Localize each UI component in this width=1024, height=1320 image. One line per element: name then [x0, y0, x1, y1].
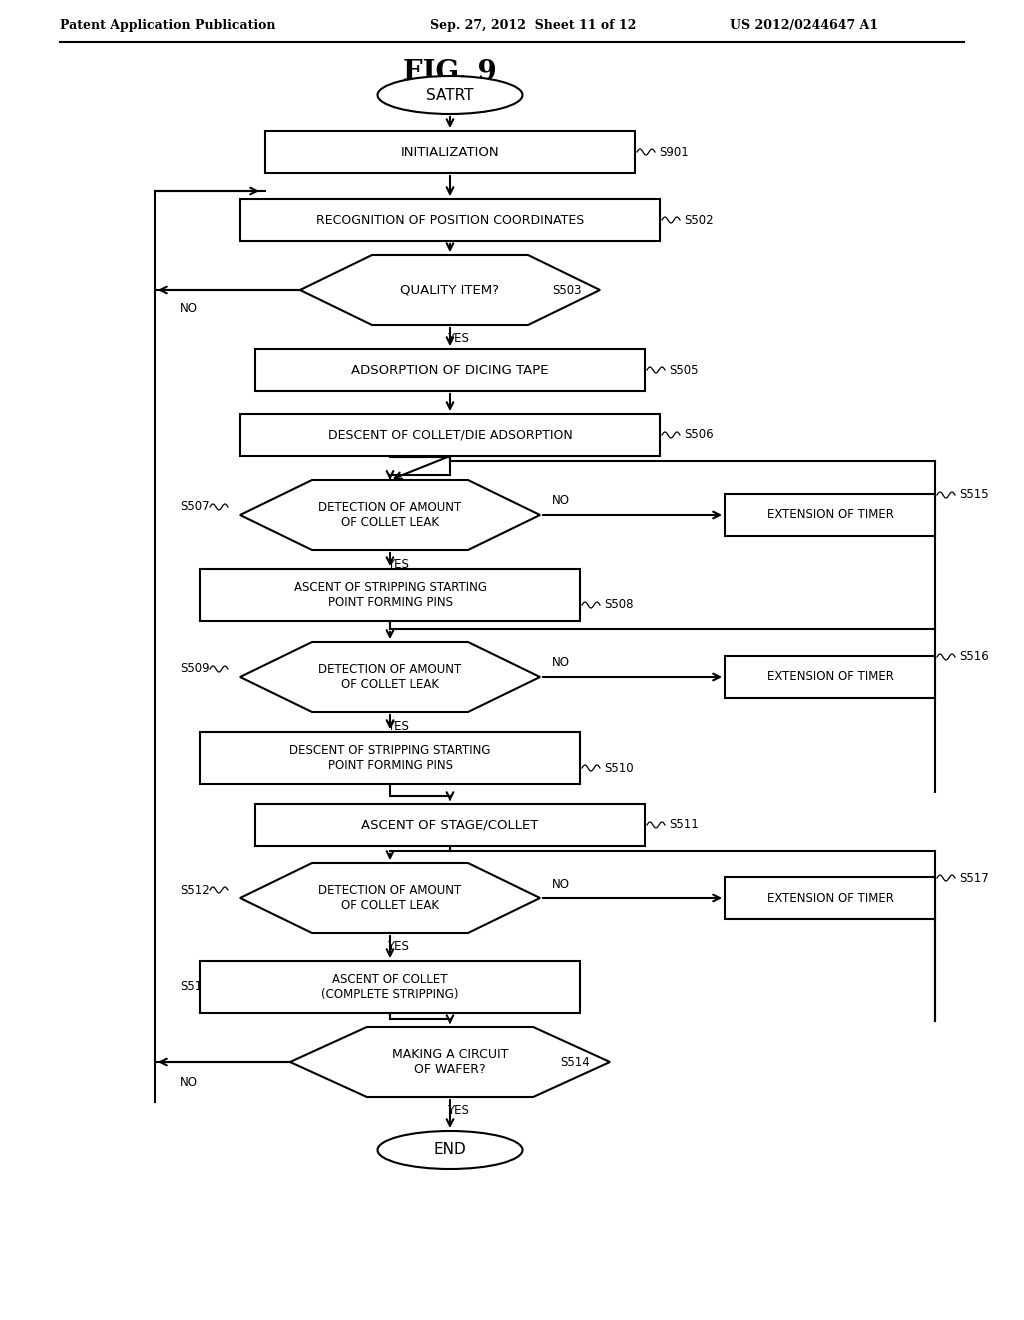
Text: YES: YES	[447, 333, 469, 346]
FancyBboxPatch shape	[240, 199, 660, 242]
Text: SATRT: SATRT	[426, 87, 474, 103]
Text: S512: S512	[180, 883, 210, 896]
FancyBboxPatch shape	[200, 961, 580, 1012]
Polygon shape	[300, 255, 600, 325]
Text: S507: S507	[180, 500, 210, 513]
Text: YES: YES	[387, 557, 409, 570]
FancyBboxPatch shape	[725, 656, 935, 698]
Text: YES: YES	[387, 940, 409, 953]
Text: FIG. 9: FIG. 9	[403, 58, 497, 86]
Text: DESCENT OF STRIPPING STARTING
POINT FORMING PINS: DESCENT OF STRIPPING STARTING POINT FORM…	[289, 744, 490, 772]
Text: NO: NO	[552, 495, 570, 507]
Text: ASCENT OF STRIPPING STARTING
POINT FORMING PINS: ASCENT OF STRIPPING STARTING POINT FORMI…	[294, 581, 486, 609]
Text: QUALITY ITEM?: QUALITY ITEM?	[400, 284, 500, 297]
FancyBboxPatch shape	[200, 733, 580, 784]
Text: S508: S508	[604, 598, 634, 611]
FancyBboxPatch shape	[725, 876, 935, 919]
FancyBboxPatch shape	[725, 494, 935, 536]
Text: MAKING A CIRCUIT
OF WAFER?: MAKING A CIRCUIT OF WAFER?	[392, 1048, 508, 1076]
Text: EXTENSION OF TIMER: EXTENSION OF TIMER	[767, 508, 893, 521]
Text: RECOGNITION OF POSITION COORDINATES: RECOGNITION OF POSITION COORDINATES	[315, 214, 584, 227]
Text: S513: S513	[180, 981, 210, 994]
Text: ADSORPTION OF DICING TAPE: ADSORPTION OF DICING TAPE	[351, 363, 549, 376]
Polygon shape	[240, 642, 540, 711]
Text: ASCENT OF STAGE/COLLET: ASCENT OF STAGE/COLLET	[361, 818, 539, 832]
Text: S514: S514	[560, 1056, 590, 1068]
Polygon shape	[240, 863, 540, 933]
FancyBboxPatch shape	[240, 414, 660, 455]
Text: DETECTION OF AMOUNT
OF COLLET LEAK: DETECTION OF AMOUNT OF COLLET LEAK	[318, 884, 462, 912]
Text: S515: S515	[959, 488, 988, 502]
Text: S517: S517	[959, 871, 989, 884]
Text: S502: S502	[684, 214, 714, 227]
Text: S516: S516	[959, 651, 989, 664]
Text: NO: NO	[180, 1076, 198, 1089]
Polygon shape	[240, 480, 540, 550]
Ellipse shape	[378, 77, 522, 114]
Text: S505: S505	[669, 363, 698, 376]
FancyBboxPatch shape	[255, 804, 645, 846]
Text: END: END	[433, 1143, 466, 1158]
Text: EXTENSION OF TIMER: EXTENSION OF TIMER	[767, 891, 893, 904]
Text: US 2012/0244647 A1: US 2012/0244647 A1	[730, 18, 879, 32]
FancyBboxPatch shape	[255, 348, 645, 391]
Text: DESCENT OF COLLET/DIE ADSORPTION: DESCENT OF COLLET/DIE ADSORPTION	[328, 429, 572, 441]
Text: S510: S510	[604, 762, 634, 775]
Text: INITIALIZATION: INITIALIZATION	[400, 145, 500, 158]
Text: S901: S901	[659, 145, 689, 158]
Text: YES: YES	[447, 1105, 469, 1118]
Text: DETECTION OF AMOUNT
OF COLLET LEAK: DETECTION OF AMOUNT OF COLLET LEAK	[318, 663, 462, 690]
Polygon shape	[290, 1027, 610, 1097]
Text: EXTENSION OF TIMER: EXTENSION OF TIMER	[767, 671, 893, 684]
FancyBboxPatch shape	[200, 569, 580, 620]
Text: ASCENT OF COLLET
(COMPLETE STRIPPING): ASCENT OF COLLET (COMPLETE STRIPPING)	[322, 973, 459, 1001]
Text: S509: S509	[180, 663, 210, 676]
Text: S506: S506	[684, 429, 714, 441]
Text: NO: NO	[552, 878, 570, 891]
Text: S503: S503	[552, 284, 582, 297]
FancyBboxPatch shape	[265, 131, 635, 173]
Text: NO: NO	[552, 656, 570, 669]
Text: Sep. 27, 2012  Sheet 11 of 12: Sep. 27, 2012 Sheet 11 of 12	[430, 18, 636, 32]
Text: Patent Application Publication: Patent Application Publication	[60, 18, 275, 32]
Text: DETECTION OF AMOUNT
OF COLLET LEAK: DETECTION OF AMOUNT OF COLLET LEAK	[318, 502, 462, 529]
Text: S511: S511	[669, 818, 698, 832]
Text: NO: NO	[180, 301, 198, 314]
Text: YES: YES	[387, 719, 409, 733]
Ellipse shape	[378, 1131, 522, 1170]
